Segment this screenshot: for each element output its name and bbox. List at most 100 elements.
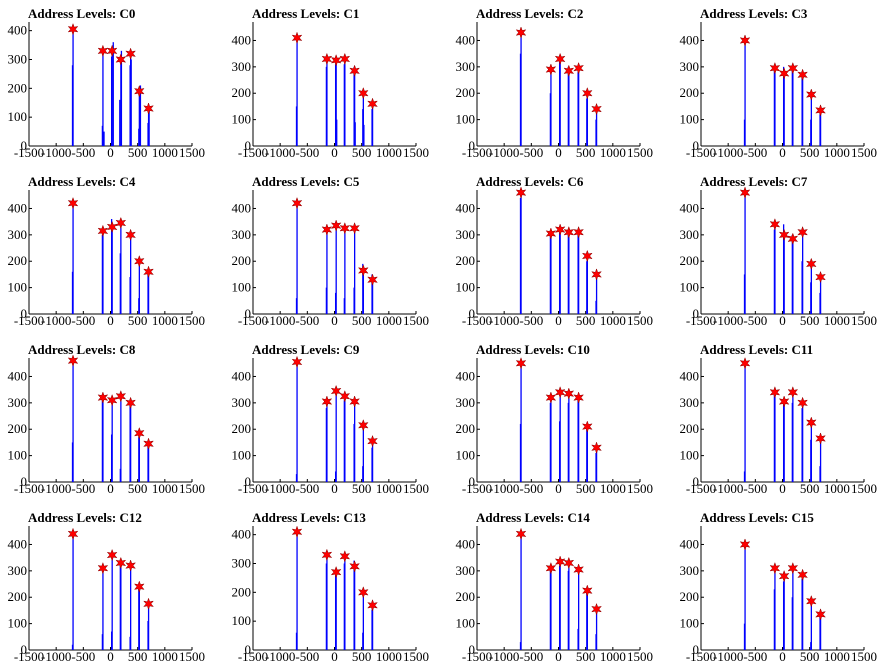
y-tick-label: 0 xyxy=(469,642,476,657)
chart-panel-5: Address Levels: C5 0 100 200 300 400 -1500 -100… xyxy=(224,168,448,336)
peak-bar xyxy=(819,281,822,314)
peak-bar xyxy=(120,400,122,482)
peak-marker xyxy=(515,527,527,541)
peak-marker xyxy=(797,568,809,582)
x-tick-label: -500 xyxy=(743,481,767,496)
chart-plot: 0 100 200 300 400 -1500-1000 -500 0 500 1000 1500 xyxy=(232,525,429,664)
x-tick-label: -1000 xyxy=(713,145,743,160)
x-tick-label: 1500 xyxy=(179,649,205,664)
y-tick-label: 0 xyxy=(21,306,28,321)
peak-bar xyxy=(559,62,561,146)
x-tick-label: 0 xyxy=(555,145,562,160)
x-tick-label: -1000 xyxy=(41,145,71,160)
x-tick-label: -1500 xyxy=(462,313,492,328)
peak-marker xyxy=(515,26,527,39)
peak-marker xyxy=(125,47,137,60)
peak-bar xyxy=(578,401,580,482)
y-tick-label: 400 xyxy=(456,536,476,551)
y-tick-label: 300 xyxy=(680,227,700,242)
x-tick-label: -500 xyxy=(71,481,95,496)
y-tick-label: 300 xyxy=(232,555,252,570)
chart-plot: 0 100 200 300 400 -1500-1000 -500 0 500 1000 1500 xyxy=(680,526,877,664)
peak-marker xyxy=(67,196,79,210)
y-tick-label: 100 xyxy=(232,448,252,463)
peak-marker xyxy=(291,355,303,369)
y-tick-label: 0 xyxy=(245,642,252,657)
x-tick-label: 500 xyxy=(800,649,820,664)
peak-bar xyxy=(354,74,356,146)
peak-bar xyxy=(102,54,104,147)
y-tick-label: 100 xyxy=(232,613,252,628)
x-tick-label: 1000 xyxy=(600,313,626,328)
peak-marker xyxy=(581,420,593,433)
peak-bar xyxy=(72,364,74,482)
y-tick-label: 400 xyxy=(456,368,476,383)
x-tick-label: 1000 xyxy=(600,481,626,496)
peak-bar xyxy=(578,236,580,314)
peak-marker xyxy=(321,223,333,236)
peak-bar xyxy=(819,114,822,146)
peak-marker xyxy=(805,88,817,101)
peak-bar xyxy=(792,72,794,146)
peak-marker xyxy=(769,561,781,575)
peak-bar xyxy=(138,265,140,314)
y-tick-label: 100 xyxy=(8,448,28,463)
peak-marker xyxy=(357,264,369,277)
y-tick-label: 0 xyxy=(693,474,700,489)
y-tick-label: 0 xyxy=(21,474,28,489)
peak-marker xyxy=(133,426,145,440)
x-tick-label: -500 xyxy=(519,649,543,664)
x-tick-label: -1500 xyxy=(238,649,268,664)
peak-marker xyxy=(563,64,575,78)
peak-marker xyxy=(797,68,809,82)
chart-plot: 0 100 200 300 400 -1500-1000 -500 0 500 1000 1500 xyxy=(456,186,653,328)
peak-marker xyxy=(67,354,79,367)
x-tick-label: -500 xyxy=(743,313,767,328)
peak-marker xyxy=(330,384,342,398)
x-tick-label: -1500 xyxy=(238,481,268,496)
x-tick-label: -500 xyxy=(295,481,319,496)
peak-marker xyxy=(67,527,79,541)
peak-bar xyxy=(550,401,552,482)
peak-bar xyxy=(102,401,104,482)
peak-marker xyxy=(739,186,751,199)
x-tick-label: -1500 xyxy=(14,313,44,328)
x-tick-label: -1000 xyxy=(41,649,71,664)
peak-marker xyxy=(106,393,118,407)
y-tick-label: 400 xyxy=(680,536,700,551)
peak-bar xyxy=(810,426,812,482)
y-tick-label: 0 xyxy=(469,138,476,153)
x-tick-label: -1500 xyxy=(686,649,716,664)
x-tick-label: 500 xyxy=(128,145,148,160)
peak-marker xyxy=(115,390,127,403)
peak-marker xyxy=(339,390,351,403)
peak-marker xyxy=(554,223,566,236)
peak-bar xyxy=(819,618,822,650)
peak-marker xyxy=(778,67,790,80)
peak-marker xyxy=(291,196,303,210)
histogram-bar xyxy=(103,131,105,146)
chart-plot: 0 100 200 300 400 -1500-1000 -500 0 500 1000 1500 xyxy=(456,357,653,496)
peak-marker xyxy=(321,52,333,66)
x-tick-label: 500 xyxy=(128,313,148,328)
y-tick-label: 100 xyxy=(8,280,28,295)
x-tick-label: -1000 xyxy=(41,481,71,496)
chart-title: Address Levels: C1 xyxy=(252,6,360,21)
x-tick-label: -1500 xyxy=(14,145,44,160)
x-tick-label: 1500 xyxy=(627,481,653,496)
peak-marker xyxy=(106,44,118,58)
peak-bar xyxy=(792,572,794,650)
peak-bar xyxy=(774,396,776,482)
peak-marker xyxy=(357,86,369,100)
peak-bar xyxy=(111,54,113,147)
x-tick-label: -500 xyxy=(71,649,95,664)
x-tick-label: -1500 xyxy=(686,313,716,328)
x-tick-label: -500 xyxy=(71,145,95,160)
peak-bar xyxy=(326,558,328,650)
peak-marker xyxy=(554,386,566,399)
peak-bar xyxy=(72,537,74,650)
x-tick-label: -1000 xyxy=(489,313,519,328)
peak-marker xyxy=(67,22,79,36)
peak-marker xyxy=(115,556,127,570)
y-tick-label: 400 xyxy=(8,23,28,38)
